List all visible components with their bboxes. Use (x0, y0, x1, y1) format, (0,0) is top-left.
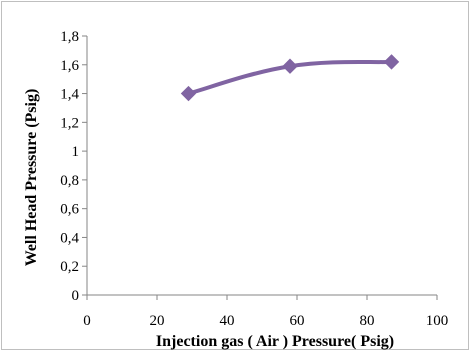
y-tick-label: 0,8 (60, 173, 79, 189)
x-tick-label: 80 (360, 313, 375, 329)
y-tick-label: 1,6 (60, 58, 79, 74)
x-tick-label: 40 (220, 313, 235, 329)
x-tick-label: 60 (290, 313, 305, 329)
y-tick-label: 1,2 (60, 115, 79, 131)
x-tick-label: 0 (83, 313, 91, 329)
y-tick-label: 0,2 (60, 259, 79, 275)
y-tick-label: 0,6 (60, 202, 79, 218)
axes (82, 35, 438, 300)
x-tick-label: 20 (150, 313, 165, 329)
y-axis-title: Well Head Pressure (Psig) (23, 89, 40, 267)
series-layer (180, 54, 400, 102)
x-tick-label: 100 (426, 313, 449, 329)
data-point-marker (180, 85, 197, 102)
data-point-marker (383, 54, 400, 70)
y-tick-label: 1 (72, 144, 80, 160)
y-tick-label: 0,4 (60, 230, 79, 246)
y-tick-label: 1,4 (60, 87, 79, 103)
data-point-marker (282, 58, 298, 74)
y-tick-label: 0 (72, 288, 80, 304)
x-axis-title: Injection gas ( Air ) Pressure( Psig) (156, 333, 394, 350)
tick-labels: 0 0,2 0,4 0,6 0,8 1 1,2 1,4 1,6 1,8 0 20 40 60 80 100 (60, 29, 448, 329)
y-tick-label: 1,8 (60, 29, 79, 45)
